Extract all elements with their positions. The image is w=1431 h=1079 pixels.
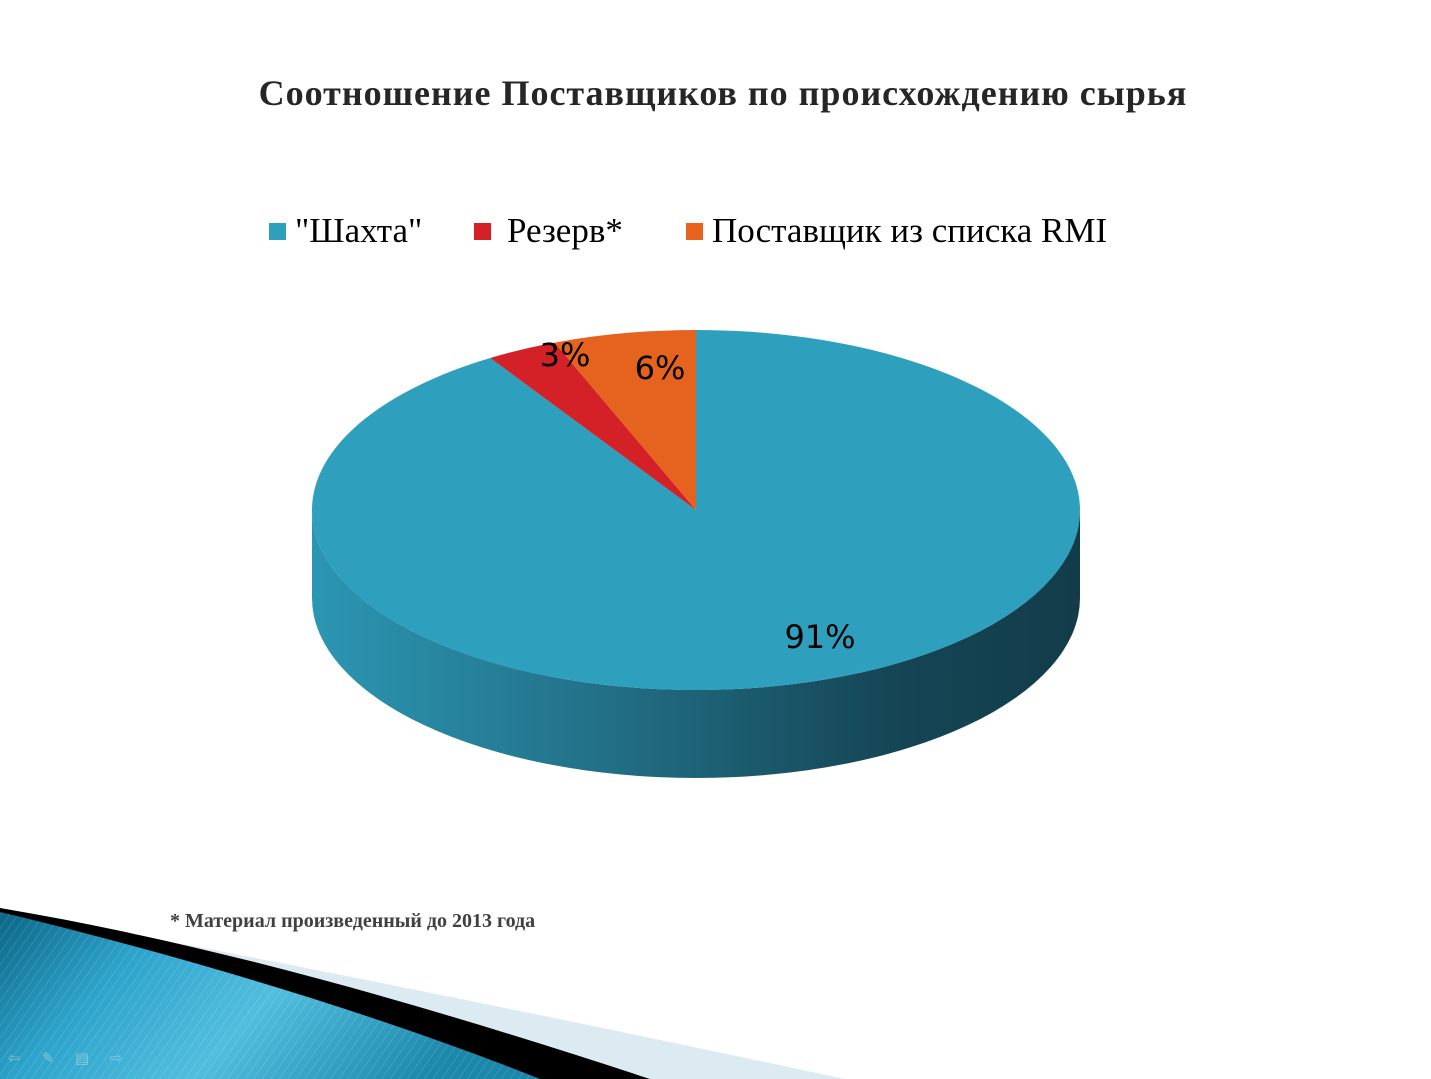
chart-legend: "Шахта" Резерв* Поставщик из списка RMI [0, 211, 1431, 255]
arrow-left-icon[interactable]: ⇦ [7, 1049, 21, 1067]
legend-swatch-rezerv [474, 222, 491, 240]
data-label-rezerv: 3% [540, 336, 591, 374]
footer-wave-stripes [0, 912, 540, 1079]
menu-icon[interactable]: ▤ [74, 1049, 90, 1067]
data-label-rmi: 6% [635, 349, 686, 387]
chart-title: Соотношение Поставщиков по происхождению… [258, 73, 1188, 113]
legend-swatch-shakhta [269, 222, 286, 240]
pie-data-labels: 91% 3% 6% [540, 336, 856, 656]
legend-item-shakhta: "Шахта" [269, 211, 422, 251]
footnote: * Материал произведенный до 2013 года [170, 910, 536, 932]
legend-swatch-rmi [686, 222, 703, 240]
pen-icon[interactable]: ✎ [41, 1049, 55, 1067]
legend-label-rmi: Поставщик из списка RMI [712, 211, 1108, 250]
pie-slice-rmi [554, 330, 696, 510]
legend-label-shakhta: "Шахта" [295, 211, 423, 250]
legend-item-rezerv: Резерв* [474, 211, 623, 251]
pie-side-wall [312, 510, 1080, 778]
pie-slice-rezerv [490, 342, 696, 510]
arrow-right-icon[interactable]: ⇨ [109, 1049, 123, 1067]
slideshow-controls: ⇦ ✎ ▤ ⇨ [4, 1048, 126, 1068]
legend-label-rezerv: Резерв* [507, 211, 623, 250]
legend-item-rmi: Поставщик из списка RMI [686, 211, 1107, 251]
footer-decoration [0, 908, 845, 1079]
data-label-shakhta: 91% [784, 618, 855, 656]
pie-slices [312, 330, 1080, 690]
